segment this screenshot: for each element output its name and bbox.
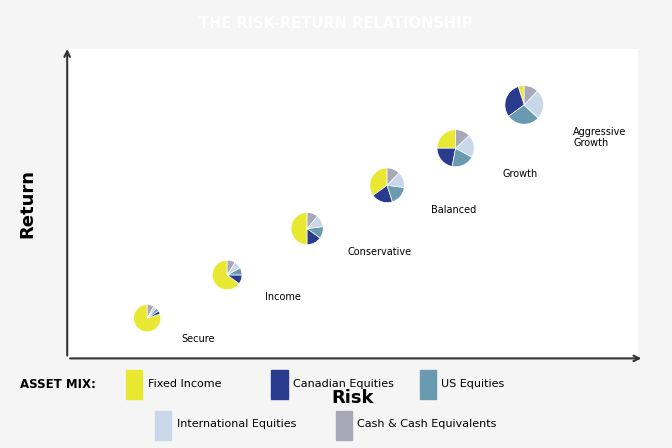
Bar: [271, 370, 288, 399]
Text: US Equities: US Equities: [441, 379, 505, 389]
Bar: [155, 411, 171, 440]
Text: Return: Return: [18, 169, 36, 238]
Text: Cash & Cash Equivalents: Cash & Cash Equivalents: [358, 419, 497, 430]
Bar: [336, 411, 352, 440]
Text: Secure: Secure: [181, 333, 215, 344]
Text: Fixed Income: Fixed Income: [148, 379, 221, 389]
Text: Balanced: Balanced: [431, 205, 476, 215]
Text: THE RISK-RETURN RELATIONSHIP: THE RISK-RETURN RELATIONSHIP: [200, 16, 472, 31]
Text: Income: Income: [265, 292, 300, 302]
Text: International Equities: International Equities: [177, 419, 296, 430]
Text: Risk: Risk: [331, 389, 374, 407]
Text: Canadian Equities: Canadian Equities: [293, 379, 394, 389]
Text: Conservative: Conservative: [348, 247, 412, 257]
Text: ASSET MIX:: ASSET MIX:: [20, 378, 96, 391]
Bar: [126, 370, 142, 399]
Bar: [420, 370, 436, 399]
Text: Growth: Growth: [503, 169, 538, 179]
Text: Aggressive
Growth: Aggressive Growth: [573, 127, 626, 148]
